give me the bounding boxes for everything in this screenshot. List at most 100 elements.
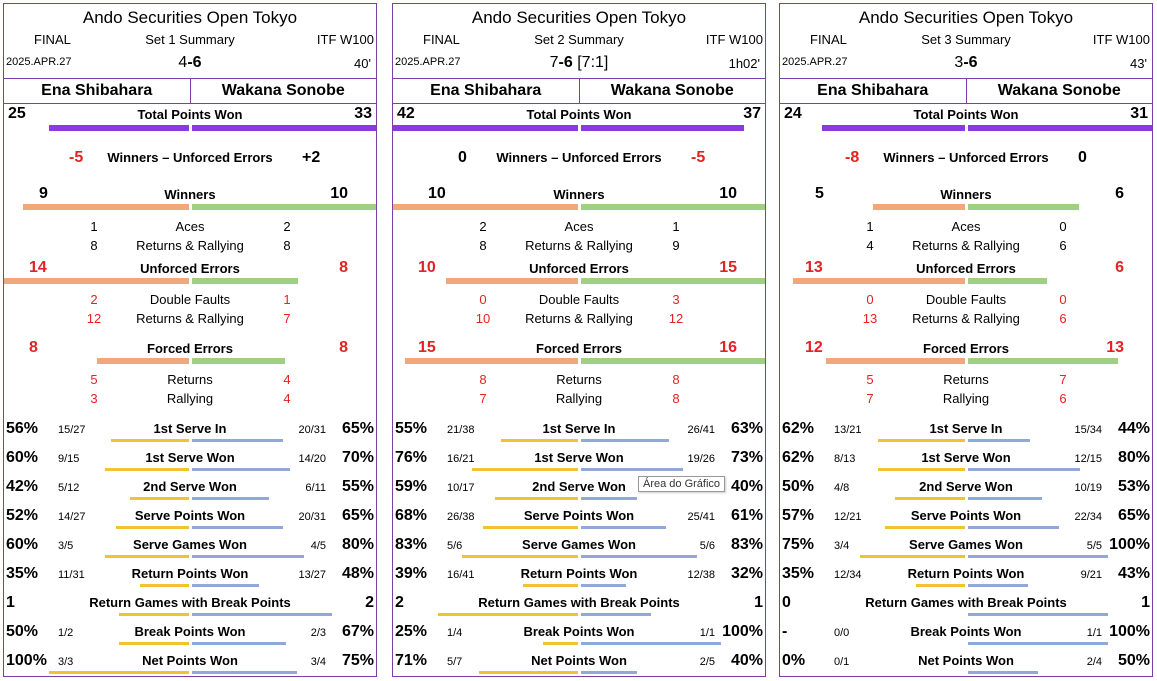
stat-net-points-won-right-value: 50% xyxy=(1117,652,1150,669)
stat-2nd-serve-won-label: 2nd Serve Won xyxy=(919,479,1013,494)
player-2-name: Wakana Sonobe xyxy=(189,79,377,103)
winners-left: 9 xyxy=(39,185,48,202)
set-summary-label: Set 1 Summary xyxy=(145,32,235,47)
stat-1st-serve-in-left-fraction: 21/38 xyxy=(447,424,475,436)
forced-rallying-label: Rallying xyxy=(166,391,214,406)
stat-serve-games-won-right-fraction: 4/5 xyxy=(310,540,326,552)
forced-errors-bar-right xyxy=(192,358,285,364)
player-header: Ena Shibahara Wakana Sonobe xyxy=(393,78,765,104)
stat-1st-serve-won-bar-left xyxy=(471,468,578,471)
score-right: -6 xyxy=(963,54,978,71)
total-points-bar-right xyxy=(192,125,376,131)
stat-serve-points-won-right-value: 65% xyxy=(1117,507,1150,524)
stat-1st-serve-in-right-fraction: 15/34 xyxy=(1074,424,1102,436)
stat-net-points-won-bar-right xyxy=(968,671,1038,674)
stat-net-points-won-right-fraction: 2/5 xyxy=(699,656,715,668)
stat-return-games-with-break-points-left-value: 0 xyxy=(782,594,791,611)
stat-return-games-with-break-points-right-value: 1 xyxy=(1141,594,1150,611)
stat-serve-points-won-right-value: 61% xyxy=(730,507,763,524)
forced-returns-right: 8 xyxy=(672,372,680,387)
stat-break-points-won-right-fraction: 1/1 xyxy=(699,627,715,639)
double-faults-label: Double Faults xyxy=(538,292,620,307)
unforced-errors-bar-right xyxy=(192,278,298,284)
total-points-bar-left xyxy=(393,125,578,131)
winners-minus-ue-left: -8 xyxy=(845,149,860,166)
stat-1st-serve-in-left-value: 55% xyxy=(395,420,428,437)
stat-2nd-serve-won-right-fraction: 10/19 xyxy=(1074,482,1102,494)
stat-serve-points-won-bar-right xyxy=(192,526,283,529)
match-date: 2025.APR.27 xyxy=(395,56,461,68)
set-duration: 40' xyxy=(354,56,371,71)
winners-label: Winners xyxy=(553,187,605,202)
stat-serve-games-won-right-value: 80% xyxy=(341,536,374,553)
stat-net-points-won-bar-right xyxy=(192,671,297,674)
player-header: Ena Shibahara Wakana Sonobe xyxy=(4,78,376,104)
stat-2nd-serve-won-right-value: 40% xyxy=(730,478,763,495)
forced-returns-label: Returns xyxy=(943,372,989,387)
stat-serve-games-won-bar-right xyxy=(968,555,1108,558)
stat-return-games-with-break-points-label: Return Games with Break Points xyxy=(478,595,680,610)
ue-returns-rallying-left: 13 xyxy=(862,311,878,326)
winners-returns-rallying-label: Returns & Rallying xyxy=(136,238,244,253)
winners-bar-right xyxy=(968,204,1079,210)
score-left: 4 xyxy=(178,54,188,71)
stat-break-points-won-bar-left xyxy=(543,642,578,645)
unforced-errors-label: Unforced Errors xyxy=(140,261,240,276)
stat-1st-serve-won-left-fraction: 9/15 xyxy=(58,453,80,465)
forced-returns-left: 5 xyxy=(90,372,98,387)
total-points-label: Total Points Won xyxy=(526,107,632,122)
winners-returns-rallying-left: 8 xyxy=(479,238,487,253)
winners-bar-right xyxy=(192,204,376,210)
stat-return-games-with-break-points-bar-left xyxy=(119,613,189,616)
stat-return-points-won-right-value: 32% xyxy=(730,565,763,582)
double-faults-right: 0 xyxy=(1059,292,1067,307)
stat-return-games-with-break-points-bar-right xyxy=(192,613,332,616)
match-status: FINAL xyxy=(810,32,847,47)
forced-errors-label: Forced Errors xyxy=(536,341,622,356)
double-faults-right: 3 xyxy=(672,292,680,307)
stat-serve-points-won-label: Serve Points Won xyxy=(910,508,1022,523)
ue-returns-rallying-label: Returns & Rallying xyxy=(525,311,633,326)
stat-2nd-serve-won-bar-right xyxy=(581,497,637,500)
stat-1st-serve-in-left-fraction: 15/27 xyxy=(58,424,86,436)
aces-right: 0 xyxy=(1059,219,1067,234)
stat-serve-games-won-left-value: 83% xyxy=(395,536,428,553)
total-points-right: 37 xyxy=(743,105,761,122)
forced-errors-left: 12 xyxy=(805,339,823,356)
stat-1st-serve-in-bar-left xyxy=(501,439,578,442)
stat-return-games-with-break-points-left-value: 1 xyxy=(6,594,15,611)
forced-errors-left: 8 xyxy=(29,339,38,356)
ue-returns-rallying-left: 10 xyxy=(475,311,491,326)
stat-break-points-won-right-fraction: 2/3 xyxy=(310,627,326,639)
player-2-name: Wakana Sonobe xyxy=(965,79,1153,103)
stat-2nd-serve-won-right-value: 53% xyxy=(1117,478,1150,495)
score-left: 7 xyxy=(549,54,559,71)
winners-bar-right xyxy=(581,204,765,210)
stat-return-games-with-break-points-label: Return Games with Break Points xyxy=(89,595,291,610)
stat-return-points-won-right-fraction: 13/27 xyxy=(298,569,326,581)
stat-serve-games-won-left-fraction: 5/6 xyxy=(447,540,463,552)
stat-serve-points-won-right-fraction: 22/34 xyxy=(1074,511,1102,523)
stat-break-points-won-right-value: 100% xyxy=(722,623,763,640)
unforced-errors-right: 6 xyxy=(1115,259,1124,276)
stat-net-points-won-label: Net Points Won xyxy=(531,653,627,668)
stat-net-points-won-left-value: 0% xyxy=(782,652,806,669)
stat-1st-serve-won-label: 1st Serve Won xyxy=(534,450,624,465)
stat-serve-games-won-bar-left xyxy=(860,555,965,558)
winners-minus-ue-right: -5 xyxy=(691,149,706,166)
forced-errors-bar-right xyxy=(581,358,765,364)
stat-1st-serve-won-bar-right xyxy=(968,468,1080,471)
stat-serve-points-won-right-fraction: 25/41 xyxy=(687,511,715,523)
stat-1st-serve-won-bar-left xyxy=(105,468,189,471)
forced-rallying-right: 4 xyxy=(283,391,291,406)
total-points-bar-left xyxy=(48,125,189,131)
stat-net-points-won-left-fraction: 3/3 xyxy=(58,656,74,668)
forced-errors-right: 13 xyxy=(1106,339,1124,356)
stat-serve-points-won-right-fraction: 20/31 xyxy=(298,511,326,523)
stat-serve-points-won-bar-left xyxy=(885,526,965,529)
aces-label: Aces xyxy=(951,219,981,234)
player-1-name: Ena Shibahara xyxy=(817,82,929,99)
stat-break-points-won-right-fraction: 1/1 xyxy=(1086,627,1102,639)
winners-right: 10 xyxy=(719,185,737,202)
forced-rallying-right: 8 xyxy=(672,391,680,406)
